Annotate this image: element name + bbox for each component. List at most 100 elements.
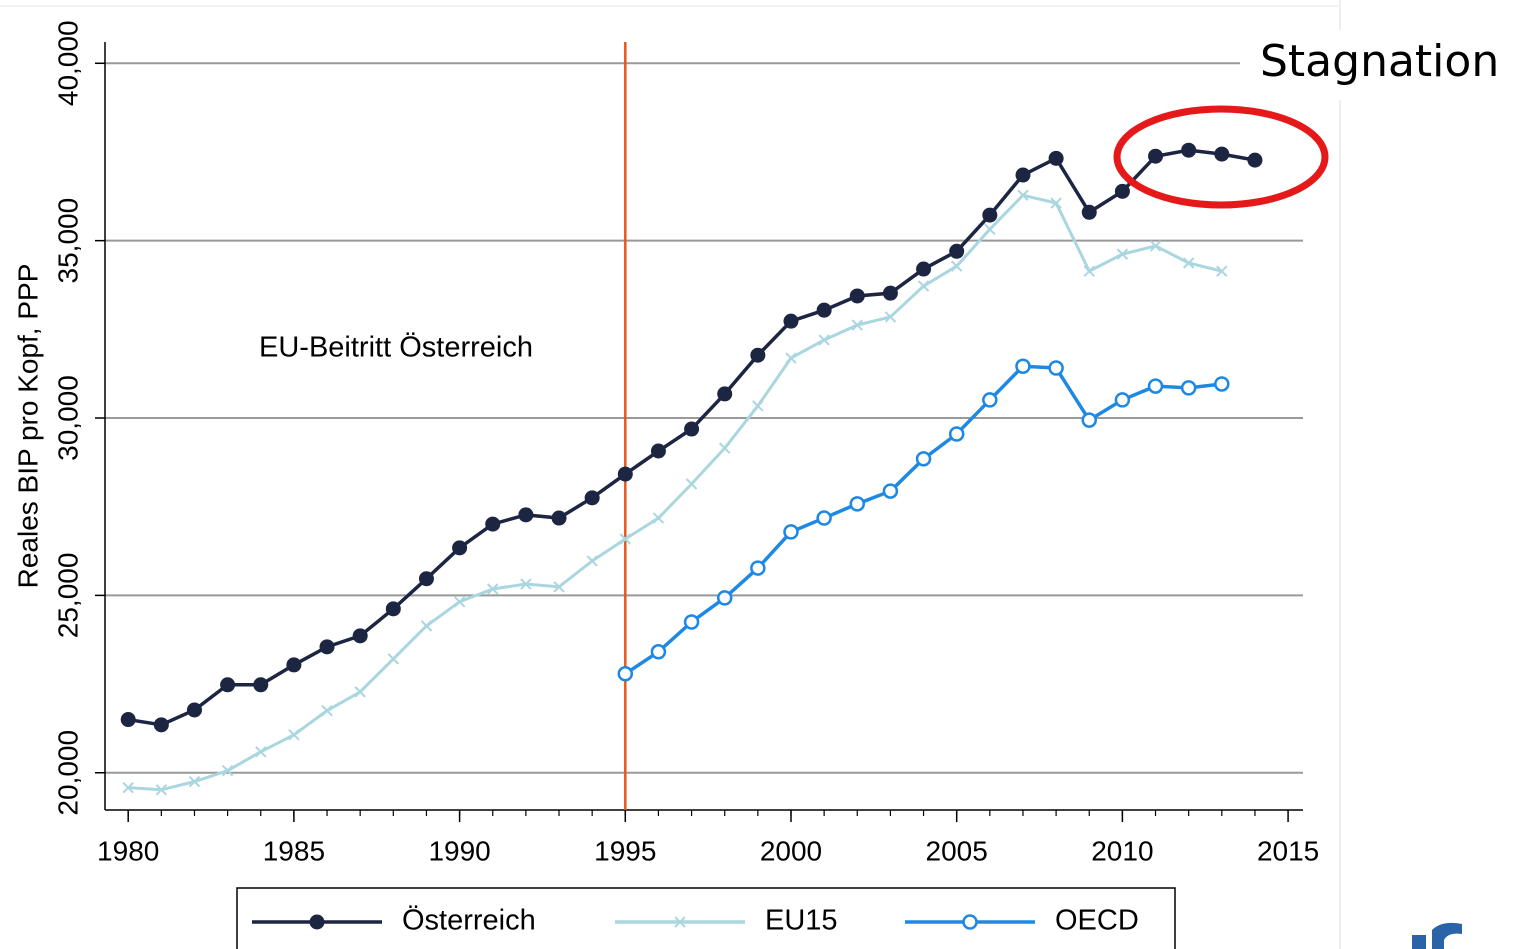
marker [783, 313, 799, 329]
marker [849, 496, 866, 512]
marker [321, 704, 333, 717]
marker [816, 302, 832, 318]
marker [352, 628, 368, 644]
marker [1114, 183, 1130, 199]
marker [1182, 257, 1195, 269]
x-tick-label: 1990 [428, 835, 490, 866]
marker [553, 581, 565, 593]
marker [882, 483, 899, 499]
legend-label: EU15 [765, 905, 838, 937]
marker [882, 285, 898, 301]
x-tick-label: 2010 [1091, 835, 1153, 866]
marker [674, 916, 686, 928]
annotation: Stagnation [1260, 36, 1499, 87]
marker [617, 466, 633, 482]
marker [717, 386, 733, 402]
marker [683, 614, 700, 630]
legend-label: Österreich [402, 905, 536, 937]
marker [650, 644, 667, 660]
marker [1081, 204, 1097, 220]
marker [1247, 152, 1263, 168]
series-line [624, 364, 1223, 676]
legend-items: Österreich EU15 OECD [252, 905, 1139, 937]
marker [122, 781, 134, 794]
grid: 20,000 25,000 30,000 35,000 40,000 1980 1985 19… [52, 20, 1319, 866]
marker [1149, 240, 1162, 252]
marker [586, 555, 598, 567]
marker [584, 490, 600, 506]
marker [319, 639, 335, 655]
logo [1412, 922, 1462, 949]
marker [551, 510, 567, 526]
marker [783, 524, 799, 540]
marker [253, 677, 269, 693]
x-tick-label: 1995 [594, 835, 656, 866]
marker [520, 578, 532, 590]
marker [155, 784, 168, 796]
marker [420, 620, 433, 632]
x-tick-label: 2005 [926, 835, 988, 866]
marker [652, 512, 665, 524]
x-tick-label: 1985 [263, 835, 325, 866]
marker [1083, 265, 1095, 277]
marker [452, 540, 468, 556]
y-axis-label: Reales BIP pro Kopf, PPP [12, 264, 43, 589]
marker [818, 334, 830, 346]
marker [1181, 142, 1197, 158]
marker [1048, 150, 1064, 166]
marker [255, 746, 267, 758]
marker [1050, 197, 1062, 209]
x-tick-label: 2000 [760, 835, 822, 866]
marker [916, 261, 932, 277]
marker [785, 352, 797, 364]
marker [153, 717, 169, 733]
marker [915, 451, 932, 467]
marker [1216, 265, 1228, 277]
marker [984, 223, 996, 236]
marker [387, 653, 400, 665]
annotation-bg [1240, 30, 1540, 100]
legend [236, 887, 1176, 949]
marker [617, 666, 634, 682]
marker [752, 400, 764, 412]
highlight-ellipse [1113, 105, 1329, 209]
marker [750, 347, 766, 363]
reference-label: EU-Beitritt Österreich [259, 332, 533, 364]
marker [221, 764, 234, 777]
marker [186, 702, 202, 718]
marker [816, 510, 832, 526]
marker [650, 443, 666, 459]
marker [385, 601, 401, 617]
marker [1116, 248, 1129, 260]
series-line [127, 148, 1256, 727]
marker [120, 712, 136, 728]
y-tick-label: 40,000 [52, 20, 83, 106]
marker [286, 657, 302, 673]
series-line [128, 193, 1223, 792]
marker [453, 596, 466, 608]
marker [716, 590, 733, 606]
marker [685, 478, 698, 490]
marker [949, 243, 965, 259]
marker [1048, 360, 1064, 376]
marker [354, 686, 366, 698]
y-tick-label: 35,000 [52, 198, 83, 284]
marker [485, 516, 501, 532]
marker [487, 583, 499, 595]
marker [1015, 358, 1031, 374]
marker [851, 319, 863, 331]
marker [917, 280, 930, 292]
marker [750, 560, 766, 576]
marker [619, 533, 632, 545]
marker [220, 677, 236, 693]
marker [982, 207, 998, 223]
x-tick-label: 1980 [97, 835, 159, 866]
marker [418, 571, 434, 587]
marker [719, 442, 731, 454]
marker [950, 260, 963, 272]
x-tick-label: 2015 [1257, 835, 1319, 866]
marker [1081, 412, 1097, 428]
marker [948, 426, 965, 442]
marker [309, 914, 325, 930]
